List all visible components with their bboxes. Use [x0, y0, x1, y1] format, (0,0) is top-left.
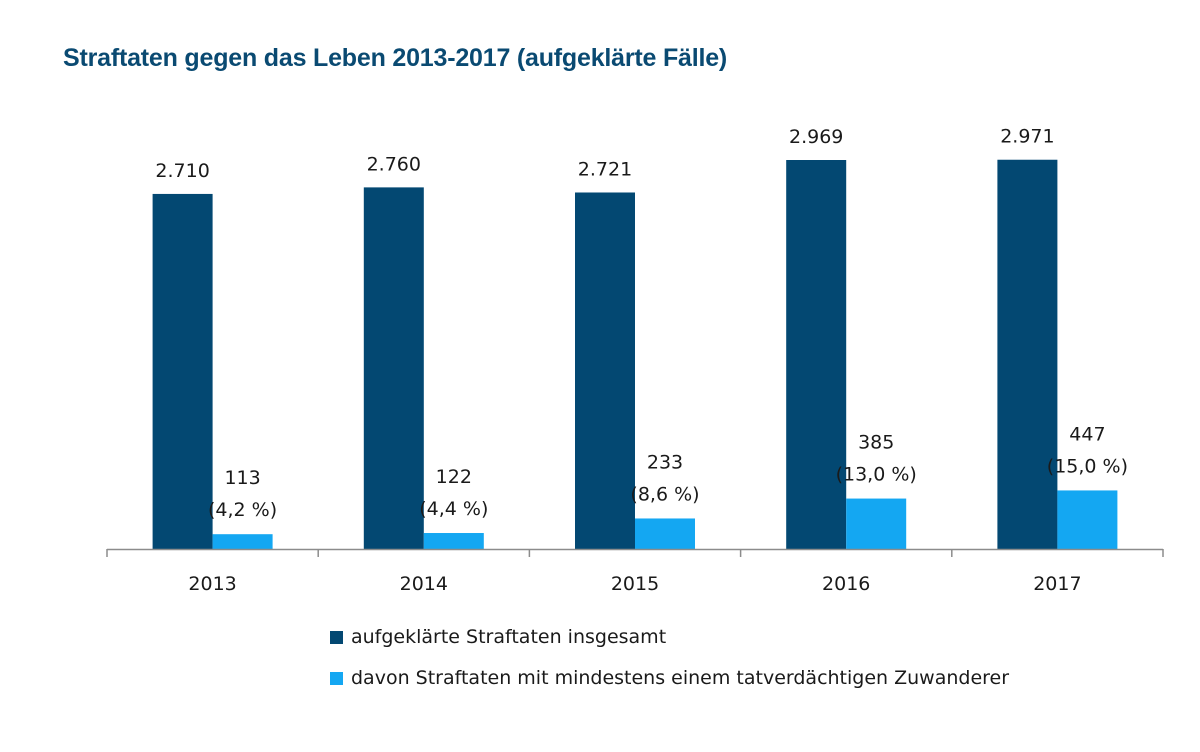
x-tick-label-2014: 2014: [400, 573, 448, 595]
x-tick-label-2017: 2017: [1033, 573, 1081, 595]
x-tick-label-2015: 2015: [611, 573, 659, 595]
data-label-series-2-2014: 122: [436, 466, 472, 488]
legend-swatch-series-2: [330, 671, 343, 685]
data-label-series-1-2013: 2.710: [155, 160, 209, 182]
data-label-percent-2017: (15,0 %): [1047, 455, 1128, 477]
data-label-percent-2015: (8,6 %): [630, 483, 699, 505]
data-label-series-2-2013: 113: [224, 467, 260, 489]
bar-series-1-2014: [363, 187, 424, 549]
bar-chart: 2.710 113 (4,2 %) 2.760 122 (4,4 %) 2.721 233 (8…: [106, 126, 1164, 595]
data-label-percent-2014: (4,4 %): [419, 498, 488, 520]
legend-swatch-series-1: [330, 630, 343, 644]
legend: aufgeklärte Straftaten insgesamt davon S…: [330, 624, 1009, 706]
x-tick-label-2016: 2016: [822, 573, 870, 595]
bar-series-2-2014: [423, 533, 484, 549]
data-label-series-2-2015: 233: [647, 451, 683, 473]
legend-item-series-2: davon Straftaten mit mindestens einem ta…: [330, 665, 1009, 691]
data-label-series-2-2016: 385: [858, 432, 894, 454]
data-label-percent-2016: (13,0 %): [836, 464, 917, 486]
bar-series-1-2016: [786, 160, 847, 549]
data-label-series-1-2017: 2.971: [1000, 126, 1054, 148]
legend-label-series-1: aufgeklärte Straftaten insgesamt: [351, 626, 667, 648]
chart-title: Straftaten gegen das Leben 2013-2017 (au…: [63, 44, 728, 72]
data-labels-group: 2.710 113 (4,2 %) 2.760 122 (4,4 %) 2.721 233 (8…: [155, 126, 1128, 521]
bar-series-1-2013: [152, 193, 213, 549]
bar-series-1-2015: [575, 192, 635, 549]
data-label-percent-2013: (4,2 %): [208, 499, 277, 521]
legend-item-series-1: aufgeklärte Straftaten insgesamt: [330, 624, 1009, 650]
data-label-series-1-2014: 2.760: [367, 153, 421, 175]
legend-label-series-2: davon Straftaten mit mindestens einem ta…: [351, 667, 1010, 689]
x-tick-labels: 2013 2014 2015 2016 2017: [188, 573, 1081, 595]
bars-group: [152, 159, 1118, 549]
bar-series-1-2017: [997, 159, 1058, 549]
bar-series-2-2017: [1057, 490, 1118, 549]
bar-series-2-2013: [212, 534, 273, 549]
bar-series-2-2015: [635, 518, 695, 549]
data-label-series-1-2016: 2.969: [789, 126, 843, 148]
data-label-series-1-2015: 2.721: [578, 158, 632, 180]
x-axis: [106, 548, 1164, 557]
x-tick-label-2013: 2013: [188, 573, 236, 595]
data-label-series-2-2017: 447: [1069, 423, 1105, 445]
bar-series-2-2016: [846, 498, 907, 549]
